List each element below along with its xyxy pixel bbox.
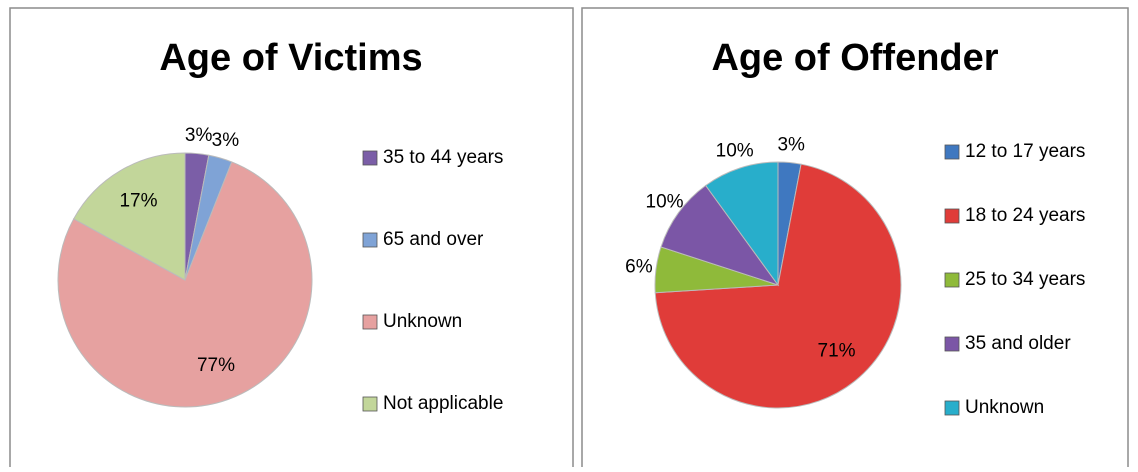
legend-swatch xyxy=(944,144,960,160)
legend-swatch xyxy=(362,150,378,166)
data-label: 3% xyxy=(185,125,213,146)
chart-title: Age of Victims xyxy=(159,37,422,79)
data-label: 10% xyxy=(646,192,684,213)
pie-slice xyxy=(73,152,186,281)
data-label: 71% xyxy=(818,340,856,361)
legend-swatch xyxy=(362,232,378,248)
chart-title: Age of Offender xyxy=(711,37,998,79)
pie-slice xyxy=(57,161,313,408)
legend-label: 35 to 44 years xyxy=(383,147,503,168)
legend-label: Unknown xyxy=(965,397,1044,418)
legend-label: 18 to 24 years xyxy=(965,205,1085,226)
legend-label: 65 and over xyxy=(383,229,484,250)
legend-swatch xyxy=(944,272,960,288)
legend-swatch xyxy=(944,336,960,352)
data-label: 3% xyxy=(212,130,240,151)
data-label: 17% xyxy=(119,190,157,211)
legend-swatch xyxy=(362,396,378,412)
legend-label: 25 to 34 years xyxy=(965,269,1085,290)
legend-label: Not applicable xyxy=(383,393,503,414)
pie-slice xyxy=(654,163,902,409)
data-label: 3% xyxy=(777,134,805,155)
legend-swatch xyxy=(362,314,378,330)
data-label: 10% xyxy=(716,141,754,162)
data-label: 77% xyxy=(197,355,235,376)
legend-swatch xyxy=(944,208,960,224)
legend-label: 12 to 17 years xyxy=(965,141,1085,162)
legend-label: 35 and older xyxy=(965,333,1071,354)
pie-slice xyxy=(705,161,779,287)
legend-label: Unknown xyxy=(383,311,462,332)
pie-slice xyxy=(660,184,780,286)
data-label: 6% xyxy=(625,256,653,277)
legend-swatch xyxy=(944,400,960,416)
